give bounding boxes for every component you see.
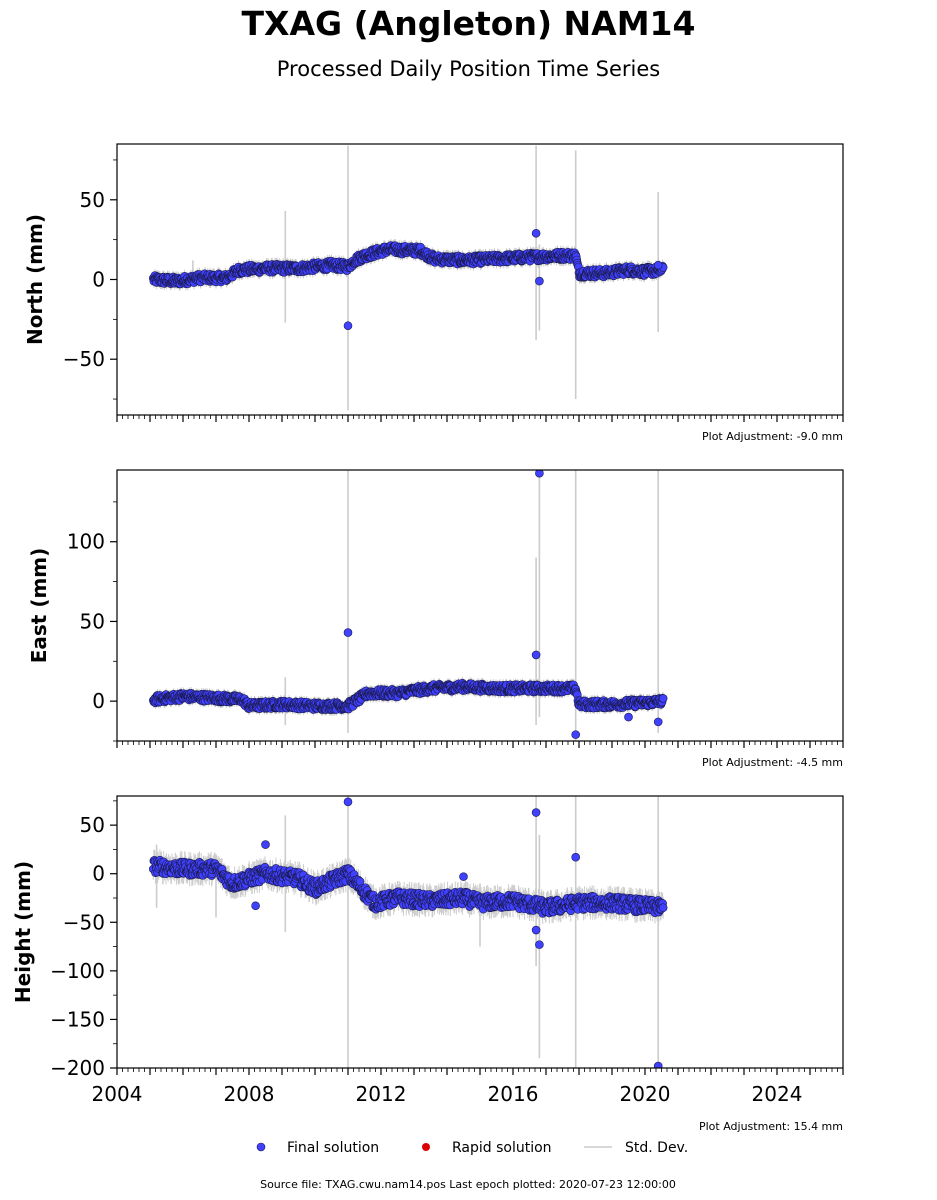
final-solution-point (343, 628, 353, 637)
y-tick-label: 0 (92, 268, 105, 292)
final-solution-point (343, 321, 353, 331)
y-tick-label: 0 (92, 689, 105, 713)
y-tick-label: 50 (80, 609, 105, 633)
plot-area (149, 796, 668, 1068)
chart-title: TXAG (Angleton) NAM14 (241, 4, 696, 43)
final-solution-point (658, 694, 668, 703)
y-tick-label: 50 (80, 188, 105, 212)
final-solution-point (653, 717, 663, 727)
north-panel: −50 0 50 North (mm) Plot Adjustment: -9.0 mm (23, 143, 844, 443)
final-solution-point (653, 260, 663, 270)
plot-area (149, 145, 668, 411)
plot-area (149, 470, 668, 741)
final-solution-point (571, 730, 581, 739)
plot-adjustment-note: Plot Adjustment: -9.0 mm (702, 430, 843, 443)
final-solution-point (531, 228, 541, 238)
y-tick-label: −50 (63, 347, 105, 371)
east-panel: 0 50 100 East (mm) Plot Adjustment: -4.5 mm (27, 469, 844, 769)
final-solution-point (624, 712, 633, 722)
y-axis-label: North (mm) (23, 214, 47, 345)
y-tick-label: 100 (67, 530, 105, 554)
y-axis-label: East (mm) (27, 548, 51, 664)
plot-adjustment-note: Plot Adjustment: -4.5 mm (702, 756, 843, 769)
final-solution-point (535, 470, 544, 478)
final-solution-point (531, 650, 541, 660)
chart-subtitle: Processed Daily Position Time Series (276, 57, 661, 81)
final-solution-point (535, 276, 544, 286)
